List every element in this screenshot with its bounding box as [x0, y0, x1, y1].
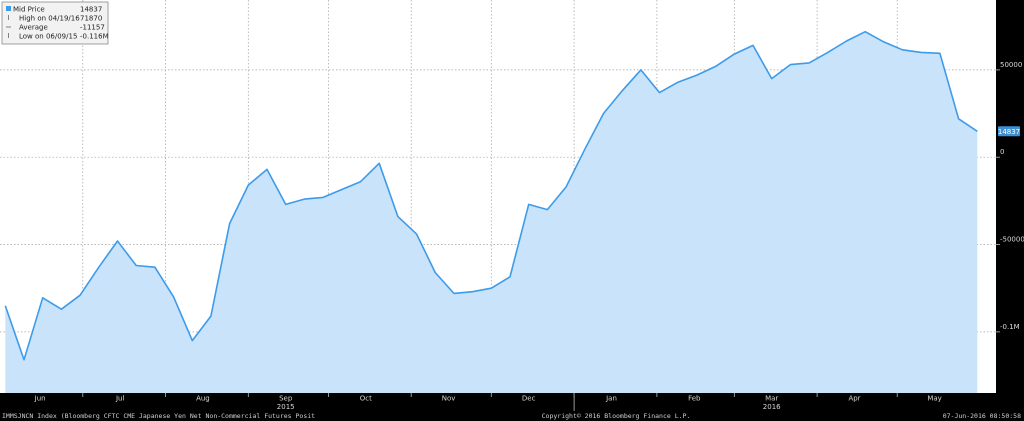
legend: Mid Price 14837 High on 04/19/16 71870 A… [1, 1, 109, 45]
last-value-marker: 14837 [998, 126, 1020, 137]
x-tick-label: Dec [522, 395, 536, 403]
x-tick-label: Jun [34, 395, 46, 403]
x-tick-label: Nov [442, 395, 456, 403]
legend-label-low: Low on 06/09/15 [19, 33, 77, 41]
legend-value-low: -0.116M [80, 33, 109, 41]
last-value-label: 14837 [998, 128, 1020, 136]
legend-value-high: 71870 [80, 15, 102, 23]
series-area [5, 31, 978, 393]
x-tick-label: Oct [360, 395, 372, 403]
legend-swatch-mid-price [6, 6, 11, 11]
y-tick-label: -0.1M [1000, 323, 1020, 331]
x-tick-label: Jan [605, 395, 617, 403]
y-axis: 50000 0 -50000 -0.1M [996, 61, 1024, 333]
x-tick-label: Aug [196, 395, 210, 403]
legend-label-average: Average [19, 24, 48, 32]
x-tick-label: Apr [848, 395, 860, 403]
footer: IMMSJNCN Index (Bloomberg CFTC CME Japan… [2, 412, 1021, 420]
y-tick-label: 50000 [1000, 61, 1022, 69]
x-tick-label: May [927, 395, 941, 403]
legend-box [1, 1, 109, 45]
x-tick-label: Feb [688, 395, 701, 403]
x-tick-label: Jul [115, 395, 125, 403]
x-year-label: 2015 [277, 403, 295, 411]
y-tick-label: 0 [1000, 148, 1004, 156]
x-tick-label: Mar [765, 395, 778, 403]
x-axis: Jun Jul Aug Sep Oct Nov Dec Jan Feb Mar Apr May 2015… [34, 393, 942, 411]
y-tick-label: -50000 [1000, 236, 1024, 244]
last-value-box [998, 126, 1020, 137]
x-year-label: 2016 [763, 403, 781, 411]
legend-label-high: High on 04/19/16 [19, 15, 80, 23]
legend-value-mid-price: 14837 [80, 6, 102, 14]
x-tick-label: Sep [279, 395, 293, 403]
legend-value-average: -11157 [80, 24, 105, 32]
legend-label-mid-price: Mid Price [13, 6, 45, 14]
footer-timestamp: 07-Jun-2016 08:50:58 [943, 412, 1021, 420]
footer-security-name: IMMSJNCN Index (Bloomberg CFTC CME Japan… [2, 412, 315, 420]
footer-copyright: Copyright© 2016 Bloomberg Finance L.P. [542, 412, 691, 420]
series-line [4, 30, 978, 361]
